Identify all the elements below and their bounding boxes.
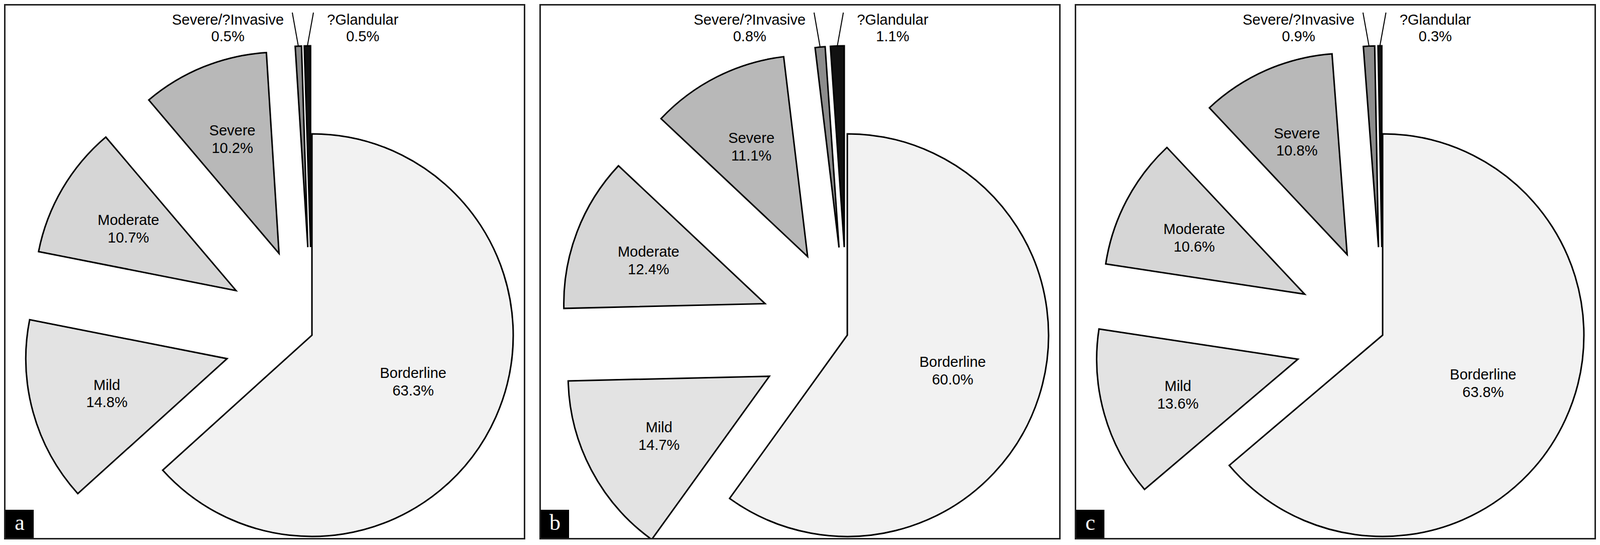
svg-text:Mild14.8%: Mild14.8% [86,376,128,411]
svg-text:Severe10.2%: Severe10.2% [209,122,256,156]
svg-text:Moderate10.6%: Moderate10.6% [1163,220,1226,255]
svg-text:Borderline60.0%: Borderline60.0% [919,353,986,388]
svg-text:Mild14.7%: Mild14.7% [638,419,680,453]
html-text:a: a [14,510,25,535]
svg-text:Moderate10.7%: Moderate10.7% [97,211,160,246]
svg-text:Severe/?Invasive0.5%: Severe/?Invasive0.5% [172,11,284,45]
svg-text:?Glandular1.1%: ?Glandular1.1% [856,11,929,45]
svg-text:Severe11.1%: Severe11.1% [728,129,775,164]
html-text:b: b [549,510,561,535]
svg-text:Moderate12.4%: Moderate12.4% [617,243,680,278]
svg-text:?Glandular0.5%: ?Glandular0.5% [327,11,399,45]
svg-text:Mild13.6%: Mild13.6% [1157,377,1199,412]
svg-text:?Glandular0.3%: ?Glandular0.3% [1399,11,1472,45]
svg-text:Severe/?Invasive0.9%: Severe/?Invasive0.9% [1242,11,1355,45]
svg-text:Severe10.8%: Severe10.8% [1273,125,1321,159]
html-text:c: c [1085,510,1096,535]
svg-text:Borderline63.3%: Borderline63.3% [379,364,447,399]
svg-text:Severe/?Invasive0.8%: Severe/?Invasive0.8% [693,11,806,45]
svg-text:Borderline63.8%: Borderline63.8% [1450,366,1517,400]
